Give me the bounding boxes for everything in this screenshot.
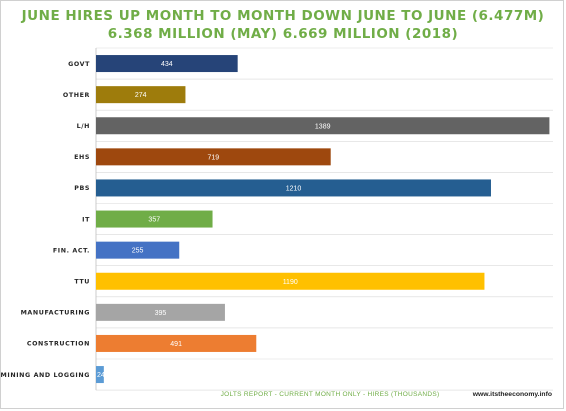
bar [96, 55, 238, 73]
bar-value-label: 24 [97, 372, 105, 379]
bar-value-label: 255 [132, 248, 144, 255]
x-axis-label: JOLTS REPORT - CURRENT MONTH ONLY - HIRE… [220, 391, 440, 398]
category-label: GOVT [68, 61, 90, 68]
bar [96, 272, 485, 290]
bar [96, 303, 225, 321]
category-label: OTHER [63, 92, 90, 99]
bar [96, 86, 186, 104]
bar-value-label: 1190 [283, 279, 298, 286]
chart-title: JUNE HIRES UP MONTH TO MONTH DOWN JUNE T… [21, 8, 545, 24]
chart-subtitle: 6.368 MILLION (MAY) 6.669 MILLION (2018) [107, 26, 459, 42]
bar-value-label: 274 [135, 92, 147, 99]
bar-value-label: 1389 [315, 123, 331, 130]
bar [96, 366, 104, 384]
bar [96, 334, 257, 352]
bar-value-label: 491 [170, 341, 182, 348]
bar-value-label: 357 [148, 217, 160, 224]
bar-value-label: 719 [208, 154, 220, 161]
category-label: EHS [74, 154, 90, 161]
category-label: MINING AND LOGGING [1, 372, 90, 379]
category-label: IT [82, 216, 90, 223]
bar-value-label: 1210 [286, 185, 302, 192]
category-label: MANUFACTURING [21, 310, 90, 317]
bar [96, 241, 180, 259]
bar [96, 117, 550, 135]
category-label: L/H [77, 123, 90, 130]
bar-value-label: 395 [155, 310, 167, 317]
category-label: CONSTRUCTION [27, 341, 90, 348]
watermark: www.itstheeconomy.info [472, 391, 552, 398]
bar [96, 179, 491, 197]
bar [96, 148, 331, 166]
category-label: PBS [74, 185, 90, 192]
bar [96, 210, 213, 228]
category-label: FIN. ACT. [53, 247, 90, 254]
bar-value-label: 434 [161, 61, 173, 68]
category-label: TTU [74, 278, 90, 285]
